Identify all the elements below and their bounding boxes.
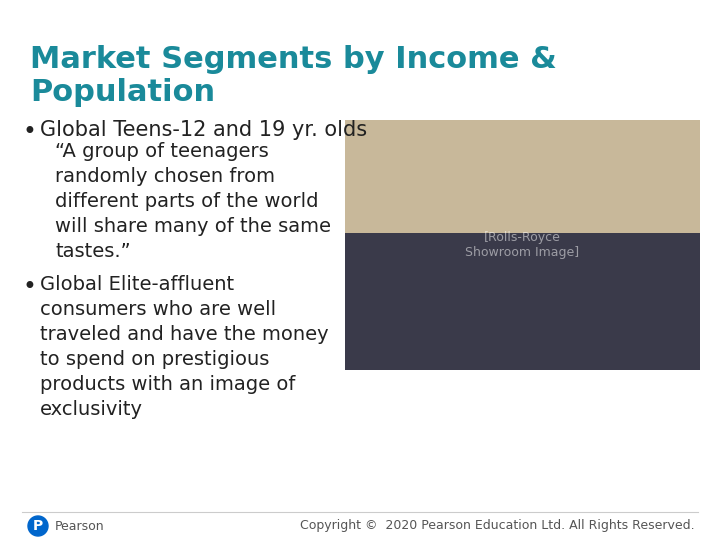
Text: P: P	[33, 519, 43, 533]
Text: •: •	[22, 275, 36, 299]
Text: Population: Population	[30, 78, 215, 107]
Text: Pearson: Pearson	[55, 519, 104, 532]
FancyBboxPatch shape	[345, 120, 700, 233]
Text: [Rolls-Royce
Showroom Image]: [Rolls-Royce Showroom Image]	[465, 231, 580, 259]
Text: “A group of teenagers
randomly chosen from
different parts of the world
will sha: “A group of teenagers randomly chosen fr…	[55, 142, 331, 261]
Text: Global Elite-affluent
consumers who are well
traveled and have the money
to spen: Global Elite-affluent consumers who are …	[40, 275, 328, 419]
Circle shape	[28, 516, 48, 536]
FancyBboxPatch shape	[345, 233, 700, 370]
FancyBboxPatch shape	[345, 120, 700, 370]
Text: Market Segments by Income &: Market Segments by Income &	[30, 45, 557, 74]
Text: Global Teens-12 and 19 yr. olds: Global Teens-12 and 19 yr. olds	[40, 120, 367, 140]
Text: Copyright ©  2020 Pearson Education Ltd. All Rights Reserved.: Copyright © 2020 Pearson Education Ltd. …	[300, 519, 695, 532]
Text: •: •	[22, 120, 36, 144]
